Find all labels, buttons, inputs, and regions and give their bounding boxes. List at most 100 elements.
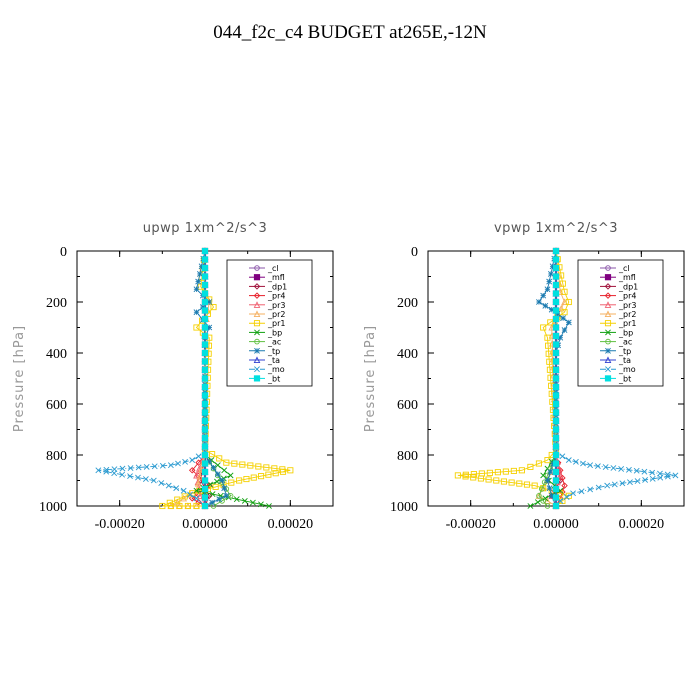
data-point	[561, 288, 568, 295]
data-point	[595, 484, 602, 491]
legend-item: _cl	[600, 264, 630, 273]
x-tick-label: 0.00020	[619, 517, 665, 532]
data-point	[159, 462, 166, 469]
data-point	[265, 471, 272, 478]
data-point	[167, 502, 174, 510]
data-point	[552, 451, 560, 459]
data-point	[201, 315, 209, 323]
data-point	[236, 477, 243, 484]
data-point	[253, 274, 261, 281]
data-point	[618, 465, 625, 472]
legend-label: _pr4	[618, 292, 636, 301]
x-tick-label: -0.00020	[95, 517, 145, 532]
data-point	[201, 468, 209, 476]
data-point	[253, 283, 261, 290]
data-point	[604, 301, 612, 308]
data-point	[605, 329, 611, 336]
legend-label: _ac	[267, 338, 281, 347]
data-point	[542, 302, 549, 309]
data-point	[210, 464, 217, 471]
data-point	[604, 283, 612, 290]
data-point	[193, 487, 200, 494]
data-point	[221, 467, 228, 474]
page-title: 044_f2c_c4 BUDGET at265E,-12N	[213, 22, 487, 43]
legend-item: _dp1	[249, 282, 287, 291]
data-point	[547, 469, 554, 475]
data-point	[561, 482, 568, 489]
data-point	[201, 460, 209, 467]
data-point	[174, 496, 181, 503]
data-point	[454, 472, 461, 479]
legend-item: _ac	[600, 338, 632, 347]
data-point	[531, 482, 538, 489]
data-point	[552, 494, 560, 501]
data-point	[214, 471, 221, 478]
data-point	[580, 460, 586, 467]
data-point	[605, 265, 611, 271]
legend-label: _pr3	[267, 301, 285, 310]
y-tick-label: 400	[46, 347, 67, 362]
data-point	[181, 493, 188, 500]
data-point	[201, 400, 209, 408]
data-point	[219, 498, 225, 504]
data-point	[544, 503, 551, 509]
data-point	[219, 477, 225, 484]
data-point	[263, 464, 270, 471]
data-point	[552, 392, 560, 399]
data-point	[565, 492, 572, 499]
legend-item: _bt	[249, 374, 280, 383]
data-point	[228, 479, 235, 486]
y-axis-label: Pressure [hPa]	[12, 325, 27, 432]
legend-label: _pr1	[267, 319, 285, 328]
data-point	[540, 324, 547, 331]
data-point	[552, 273, 560, 280]
y-tick-label: 800	[46, 449, 67, 464]
data-point	[103, 466, 110, 473]
legend-label: _tp	[267, 347, 280, 356]
data-point	[214, 478, 220, 485]
y-tick-label: 200	[397, 296, 418, 311]
data-point	[166, 499, 173, 506]
data-point	[570, 490, 576, 497]
data-point	[540, 472, 547, 479]
data-point	[502, 468, 509, 475]
data-point	[180, 487, 187, 494]
legend-item: _pr4	[249, 292, 285, 301]
data-point	[527, 503, 534, 509]
data-point	[565, 457, 572, 464]
data-point	[201, 358, 209, 365]
data-point	[241, 497, 248, 504]
data-point	[605, 347, 611, 354]
data-point	[193, 495, 200, 502]
legend-item: _bp	[249, 328, 282, 337]
data-point	[212, 483, 219, 490]
data-point	[540, 292, 547, 299]
y-tick-label: 1000	[39, 500, 67, 515]
data-point	[142, 476, 149, 482]
data-point	[619, 480, 626, 487]
data-point	[167, 462, 174, 469]
data-point	[627, 479, 633, 486]
data-point	[642, 477, 649, 483]
data-point	[477, 475, 484, 482]
legend: _cl_mfl_dp1_pr4_pr3_pr2_pr1_bp_ac_tp_ta_…	[577, 259, 664, 387]
data-point	[176, 502, 183, 510]
legend-item: _mo	[600, 365, 636, 374]
data-point	[559, 280, 566, 287]
data-point	[552, 324, 560, 331]
data-point	[111, 470, 118, 477]
data-point	[542, 495, 549, 502]
data-point	[254, 347, 260, 354]
data-point	[611, 481, 618, 488]
data-point	[552, 341, 560, 348]
data-point	[201, 290, 209, 297]
y-tick-label: 0	[60, 245, 67, 260]
data-point	[201, 349, 209, 357]
data-point	[227, 472, 234, 479]
data-point	[485, 476, 492, 483]
y-tick-label: 600	[46, 398, 67, 413]
data-point	[552, 426, 560, 433]
data-point	[272, 470, 279, 477]
data-point	[544, 286, 551, 293]
data-point	[207, 481, 214, 488]
